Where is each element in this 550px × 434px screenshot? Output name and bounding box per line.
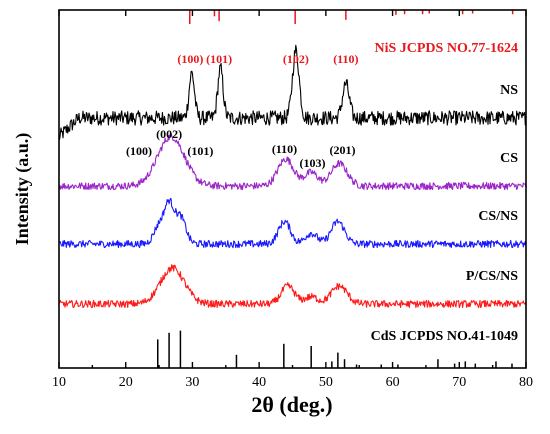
series-cs-line [58, 132, 527, 191]
cs-peak-annotation: (110) [272, 142, 297, 156]
x-axis: 10 20 30 40 50 60 70 80 [52, 10, 533, 390]
nis-peak-label: (110) [333, 52, 358, 66]
x-tick-label: 40 [252, 375, 266, 390]
nis-reference-label: NiS JCPDS NO.77-1624 [374, 41, 518, 56]
plot-area: NS CS CS/NS P/CS/NS NiS JCPDS NO.77-1624 (100… [58, 10, 527, 368]
cs-peak-annotation: (002) [156, 127, 182, 141]
series-label: P/CS/NS [466, 269, 518, 284]
cds-reference-label: CdS JCPDS NO.41-1049 [371, 329, 518, 344]
series-p-cs-ns-line [58, 264, 527, 309]
series-label: CS/NS [478, 209, 518, 224]
cs-peak-annotation: (103) [300, 156, 326, 170]
x-tick-label: 20 [119, 375, 133, 390]
cs-peak-annotation: (201) [330, 143, 356, 157]
cs-peak-annotation: (100) [126, 144, 152, 158]
x-tick-label: 60 [386, 375, 400, 390]
y-axis-label: Intensity (a.u.) [12, 133, 33, 246]
series-cs-ns-line [58, 197, 527, 249]
series-label: CS [500, 151, 518, 166]
x-tick-label: 80 [519, 375, 533, 390]
nis-peak-label: (102) [283, 52, 309, 66]
x-tick-label: 70 [452, 375, 466, 390]
x-tick-label: 10 [52, 375, 66, 390]
x-axis-label: 2θ (deg.) [251, 392, 332, 417]
series-label: NS [500, 83, 518, 98]
cs-peak-annotation: (101) [187, 144, 213, 158]
nis-peak-label: (100) [177, 52, 203, 66]
nis-peak-label: (101) [206, 52, 232, 66]
x-tick-label: 50 [319, 375, 333, 390]
x-tick-label: 30 [185, 375, 199, 390]
series-ns-line [58, 44, 527, 140]
